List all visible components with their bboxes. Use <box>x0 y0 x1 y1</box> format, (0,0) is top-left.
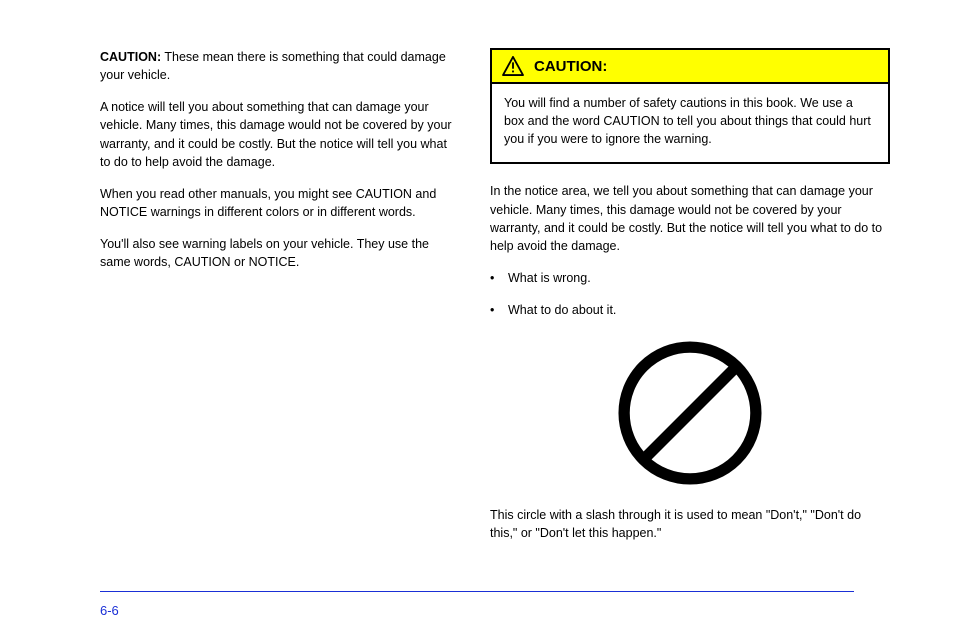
caution-inline-label: CAUTION: <box>100 50 161 64</box>
prohibit-symbol <box>490 333 890 498</box>
footer-rule <box>100 591 854 592</box>
left-para-3: When you read other manuals, you might s… <box>100 185 460 221</box>
prohibit-caption: This circle with a slash through it is u… <box>490 506 890 542</box>
caution-header-label: CAUTION: <box>534 58 607 75</box>
bullet-dot-icon: • <box>490 301 508 319</box>
caution-box: CAUTION: You will find a number of safet… <box>490 48 890 164</box>
bullet-1-text: What is wrong. <box>508 269 890 287</box>
left-para-4: You'll also see warning labels on your v… <box>100 235 460 271</box>
caution-header: CAUTION: <box>492 50 888 84</box>
bullet-2-text: What to do about it. <box>508 301 890 319</box>
bullet-1: • What is wrong. <box>490 269 890 287</box>
left-para-2: A notice will tell you about something t… <box>100 98 460 171</box>
left-para-1: CAUTION: These mean there is something t… <box>100 48 460 84</box>
right-intro-para: In the notice area, we tell you about so… <box>490 182 890 255</box>
bullet-dot-icon: • <box>490 269 508 287</box>
manual-page: CAUTION: These mean there is something t… <box>0 0 954 636</box>
caution-body-text: You will find a number of safety caution… <box>492 84 888 162</box>
page-number: 6-6 <box>100 603 119 618</box>
right-column: CAUTION: You will find a number of safet… <box>490 48 890 556</box>
bullet-2: • What to do about it. <box>490 301 890 319</box>
warning-triangle-icon <box>502 56 524 76</box>
left-column: CAUTION: These mean there is something t… <box>100 48 460 285</box>
